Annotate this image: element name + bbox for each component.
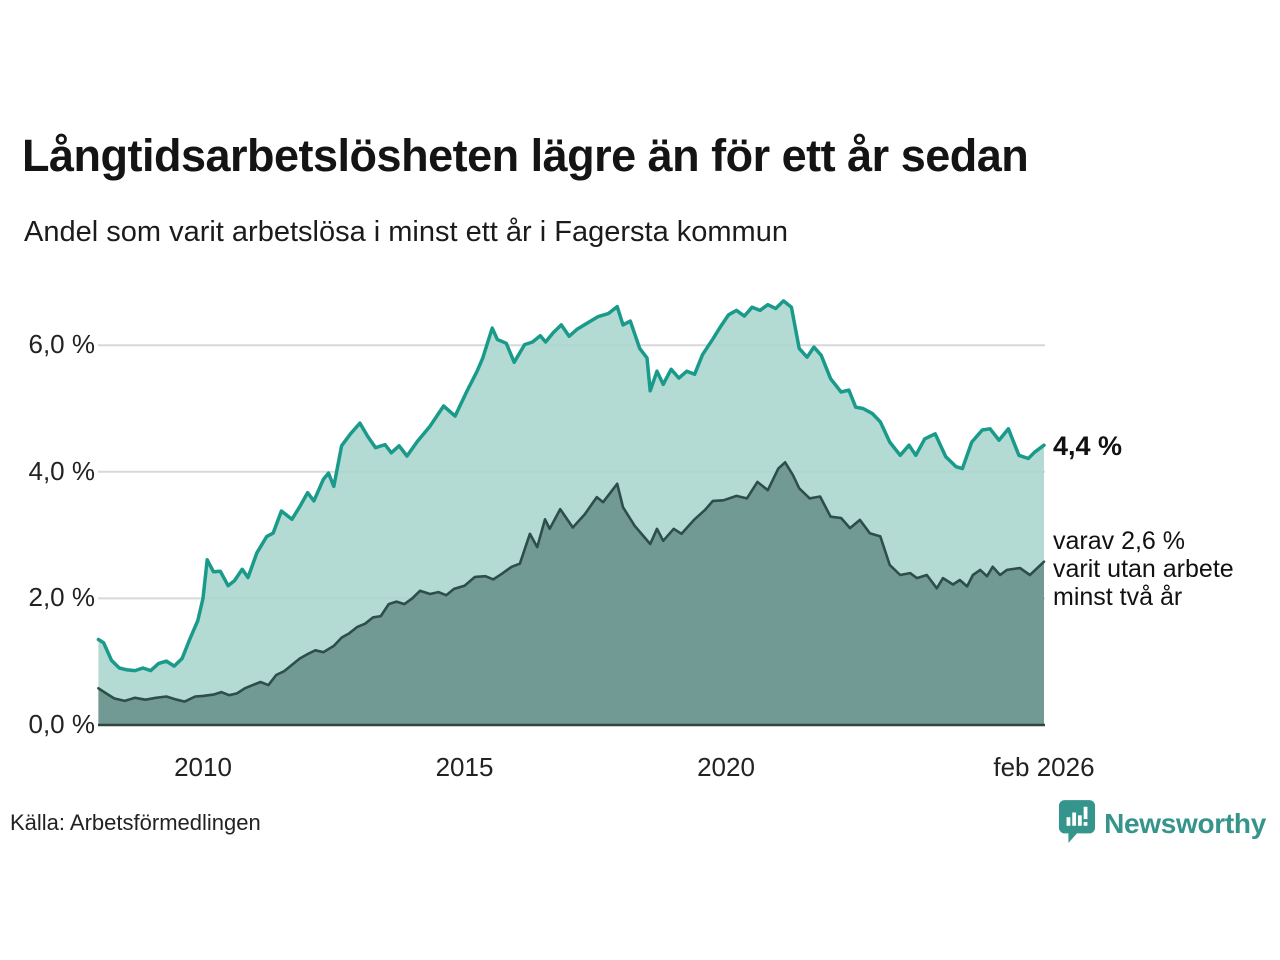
- two-year-line: [97, 461, 1046, 703]
- y-tick-label: 4,0 %: [28, 455, 96, 486]
- newsworthy-wordmark: Newsworthy: [1104, 808, 1266, 839]
- x-tick-label: feb 2026: [993, 752, 1095, 782]
- total-one-year-line: [96, 299, 1046, 673]
- annotation-two-year: varav 2,6 % varit utan arbete minst två …: [1053, 527, 1234, 611]
- x-tick-label: 2020: [697, 752, 755, 782]
- newsworthy-speech-bubble-chart-icon: [1058, 799, 1096, 849]
- x-tick-label: 2010: [174, 752, 232, 782]
- annotation-two-year-line2: varit utan arbete: [1053, 555, 1234, 583]
- annotation-two-year-line1: varav 2,6 %: [1053, 527, 1186, 555]
- chart-subtitle: Andel som varit arbetslösa i minst ett å…: [24, 216, 788, 248]
- page-title: Långtidsarbetslösheten lägre än för ett …: [22, 130, 1029, 181]
- y-tick-label: 0,0 %: [28, 709, 96, 739]
- two-year-area: [98, 462, 1044, 725]
- annotation-two-year-line3: minst två år: [1053, 583, 1183, 611]
- newsworthy-logo: Newsworthy: [1058, 800, 1266, 848]
- source-caption: Källa: Arbetsförmedlingen: [10, 810, 261, 835]
- x-tick-label: 2015: [435, 752, 494, 782]
- y-tick-label: 2,0 %: [28, 582, 96, 613]
- annotation-total-value: 4,4 %: [1053, 431, 1123, 461]
- y-tick-label: 6,0 %: [28, 329, 96, 360]
